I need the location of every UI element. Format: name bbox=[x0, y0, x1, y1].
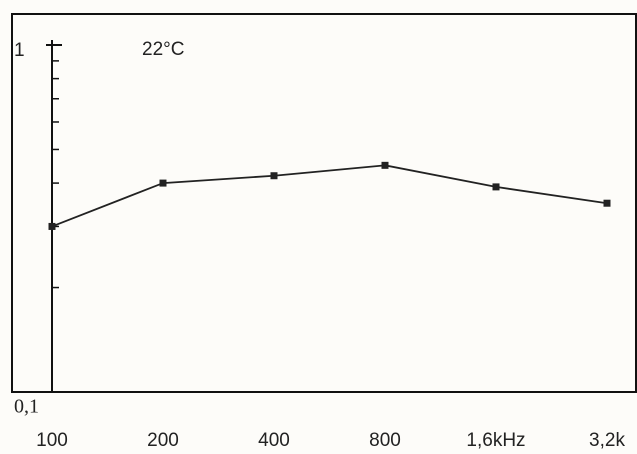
data-line bbox=[51, 164, 608, 228]
data-point bbox=[48, 222, 56, 230]
y-tick-label: 1 bbox=[14, 40, 25, 61]
x-tick-label: 800 bbox=[369, 430, 401, 451]
x-tick-label: 400 bbox=[258, 430, 290, 451]
data-point bbox=[603, 199, 611, 207]
x-tick-label: 200 bbox=[147, 430, 179, 451]
x-tick-label: 3,2k bbox=[589, 430, 625, 451]
x-tick-label: 1,6kHz bbox=[466, 430, 525, 451]
data-point bbox=[159, 179, 167, 187]
plot-frame bbox=[11, 13, 637, 393]
annotation: 22°C bbox=[142, 39, 184, 60]
data-point bbox=[381, 161, 389, 169]
data-point bbox=[492, 183, 500, 191]
y-tick-label: 0,1 bbox=[14, 396, 39, 418]
data-point bbox=[270, 172, 278, 180]
x-tick-label: 100 bbox=[36, 430, 68, 451]
